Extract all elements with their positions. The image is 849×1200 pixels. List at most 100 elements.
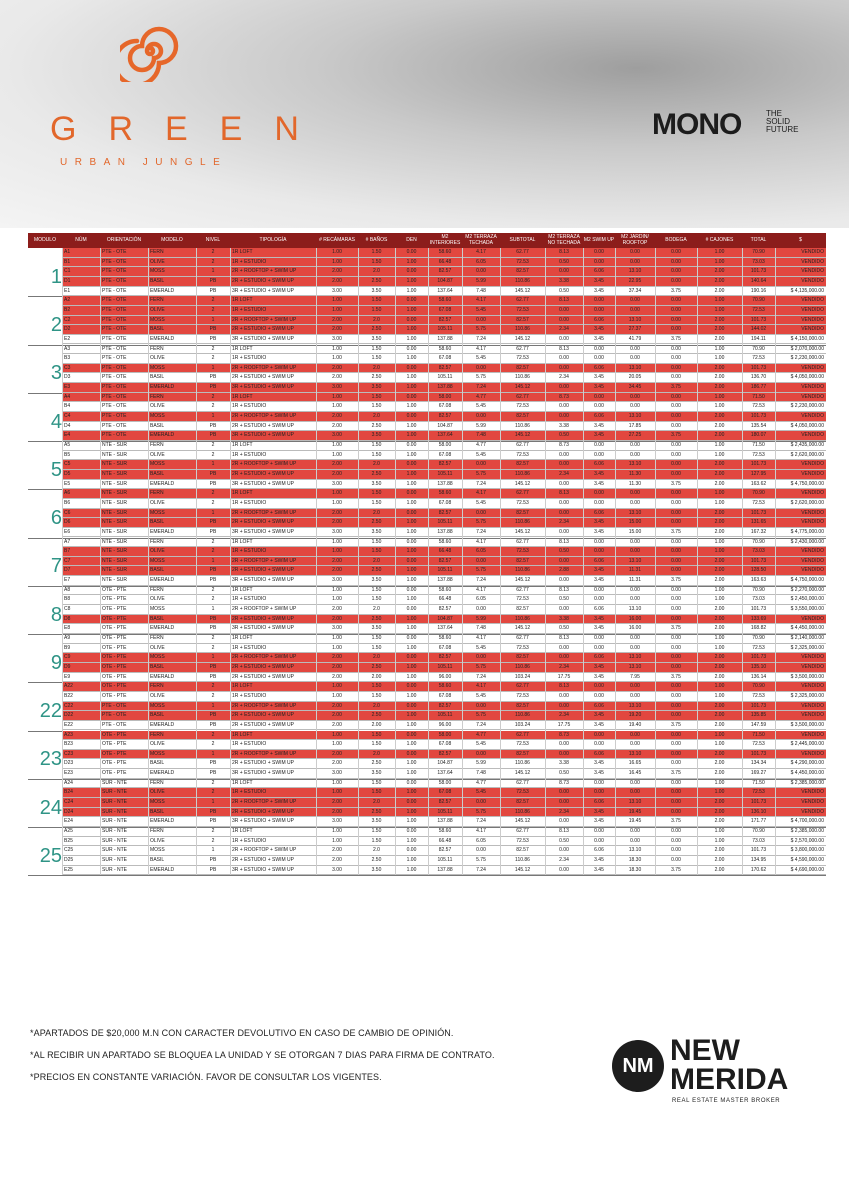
table-cell: $ 4,700,000.00 [790, 818, 824, 825]
table-cell: BASIL [150, 712, 165, 719]
table-cell: 0.00 [671, 442, 681, 448]
table-cell: 6.06 [594, 654, 604, 661]
module-divider [28, 634, 826, 635]
table-cell: NTE - SUR [102, 480, 127, 487]
table-cell: 73.03 [752, 837, 765, 844]
table-cell: 72.53 [516, 644, 529, 651]
table-cell: 1.00 [714, 451, 725, 458]
table-cell: 0.00 [671, 808, 681, 815]
table-cell: 2.0 [373, 606, 380, 613]
table-cell: 1.00 [406, 770, 417, 777]
table-cell: MOSS [150, 316, 165, 323]
table-cell: C25 [64, 847, 74, 854]
table-cell: 1.00 [714, 403, 725, 410]
table-cell: 2.00 [714, 374, 725, 381]
table-cell: 1.50 [371, 741, 382, 748]
table-cell: 1.50 [371, 779, 382, 786]
table-cell: 16.00 [628, 625, 642, 632]
table-cell: 0.00 [559, 702, 569, 709]
table-cell: PB [209, 866, 217, 873]
table-cell: 0.00 [630, 499, 640, 506]
table-cell: 2R + ESTUDIO + SWIM UP [232, 673, 294, 680]
table-cell: 2 [211, 586, 215, 593]
row-background [62, 586, 826, 596]
table-cell: 0.00 [476, 606, 486, 613]
row-background [62, 345, 826, 355]
table-cell: EMERALD [150, 770, 175, 777]
table-cell: 1 [211, 847, 215, 854]
table-cell: 7.48 [476, 432, 486, 439]
table-cell: MOSS [150, 461, 165, 468]
table-cell: 0.00 [594, 548, 604, 555]
module-number: 3 [50, 362, 62, 385]
table-cell: 0.00 [671, 316, 681, 323]
table-cell: MOSS [150, 654, 165, 661]
table-cell: 110.86 [515, 856, 530, 863]
table-cell: $ 2,450,000.00 [790, 596, 824, 603]
table-cell: 1.00 [714, 306, 725, 313]
table-cell: 1R + ESTUDIO [232, 789, 267, 796]
table-cell: VENDIDO [801, 490, 824, 497]
table-cell: 2.34 [559, 808, 569, 815]
table-cell: B23 [64, 741, 73, 748]
table-cell: 2.00 [332, 422, 342, 429]
table-cell: 7.95 [630, 673, 640, 680]
table-cell: 2R + ROOFTOP + SWIM UP [232, 606, 297, 613]
table-cell: OTE - PTE [102, 741, 127, 748]
table-cell: 7.24 [476, 818, 486, 825]
table-cell: 1.00 [332, 586, 342, 593]
module-number: 6 [50, 507, 62, 530]
table-cell: 1.00 [332, 249, 342, 255]
table-cell: 58.00 [438, 442, 452, 448]
table-cell: 2.00 [332, 519, 342, 526]
table-cell: D2 [64, 326, 71, 333]
table-cell: $ 2,445,000.00 [790, 741, 824, 748]
table-cell: VENDIDO [801, 567, 824, 574]
table-cell: 1.00 [406, 258, 417, 265]
table-cell: 67.08 [438, 451, 452, 458]
table-cell: 72.53 [516, 499, 529, 506]
table-cell: 1R + ESTUDIO [232, 258, 267, 265]
table-cell: 1.50 [371, 837, 382, 844]
table-cell: 2.00 [714, 432, 725, 439]
table-cell: 0.00 [630, 442, 640, 448]
table-cell: 2 [211, 538, 215, 545]
row-background [62, 682, 826, 692]
module-number: 4 [50, 410, 62, 433]
table-cell: 3.45 [594, 663, 604, 670]
table-cell: E4 [64, 432, 71, 439]
table-cell: PB [209, 432, 217, 439]
row-background [62, 469, 826, 480]
table-cell: C1 [64, 268, 71, 275]
table-cell: BASIL [150, 470, 165, 477]
table-cell: 72.53 [752, 403, 765, 410]
table-cell: VENDIDO [801, 702, 824, 709]
table-cell: 2.0 [373, 702, 380, 709]
table-cell: PTE - OTE [102, 335, 127, 342]
row-background [62, 257, 826, 268]
table-cell: C6 [64, 509, 71, 516]
row-background [62, 422, 826, 432]
table-cell: 4.17 [476, 683, 486, 690]
table-cell: 1 [211, 268, 215, 275]
table-cell: 1 [211, 509, 215, 516]
table-cell: 1.00 [406, 528, 417, 535]
table-cell: 2 [211, 548, 215, 555]
table-cell: FERN [150, 490, 164, 497]
note: *APARTADOS DE $20,000 M.N CON CARACTER D… [30, 1028, 454, 1038]
table-cell: BASIL [150, 856, 165, 863]
module-divider [28, 441, 826, 442]
table-cell: 2.0 [373, 654, 380, 661]
table-cell: 0.00 [671, 567, 681, 574]
table-cell: 1.00 [714, 828, 725, 834]
table-cell: 0.00 [594, 828, 604, 834]
table-cell: 145.12 [514, 287, 531, 294]
table-cell: 0.00 [671, 663, 681, 670]
table-cell: 2 [211, 683, 215, 690]
table-cell: $ 2,325,000.00 [790, 692, 824, 699]
table-cell: PTE - OTE [102, 422, 127, 429]
row-background [62, 267, 826, 277]
table-cell: 1.00 [406, 335, 417, 342]
table-cell: $ 2,620,000.00 [790, 451, 824, 458]
table-cell: EMERALD [150, 528, 175, 535]
